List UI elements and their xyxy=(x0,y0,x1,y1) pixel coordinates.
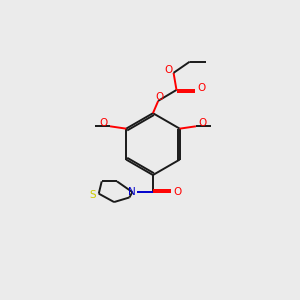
Text: O: O xyxy=(99,118,107,128)
Text: O: O xyxy=(174,187,182,197)
Text: O: O xyxy=(164,65,172,75)
Text: S: S xyxy=(89,190,96,200)
Text: N: N xyxy=(128,187,136,196)
Text: O: O xyxy=(197,83,206,93)
Text: O: O xyxy=(156,92,164,102)
Text: O: O xyxy=(199,118,207,128)
